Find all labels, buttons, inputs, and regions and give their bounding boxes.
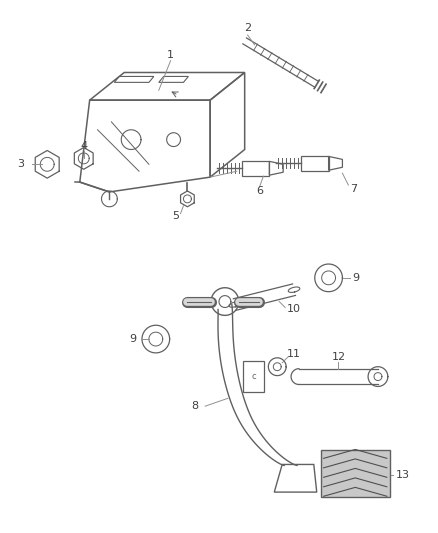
Bar [242, 161, 269, 176]
Text: 7: 7 [350, 184, 357, 194]
Text: 1: 1 [167, 50, 174, 60]
Polygon shape [321, 450, 390, 497]
Text: 6: 6 [256, 186, 263, 196]
Text: 5: 5 [172, 211, 179, 221]
Bar [301, 156, 328, 171]
Text: 9: 9 [353, 273, 360, 283]
Text: 12: 12 [332, 352, 346, 362]
Text: 11: 11 [287, 349, 301, 359]
Bar [243, 361, 265, 392]
Text: 8: 8 [192, 401, 199, 411]
Text: 3: 3 [17, 159, 24, 169]
Text: c: c [251, 372, 256, 381]
Text: 4: 4 [80, 141, 87, 150]
Text: 9: 9 [130, 334, 137, 344]
Text: 13: 13 [396, 470, 410, 480]
Text: 2: 2 [244, 23, 251, 33]
Text: 10: 10 [287, 304, 301, 314]
